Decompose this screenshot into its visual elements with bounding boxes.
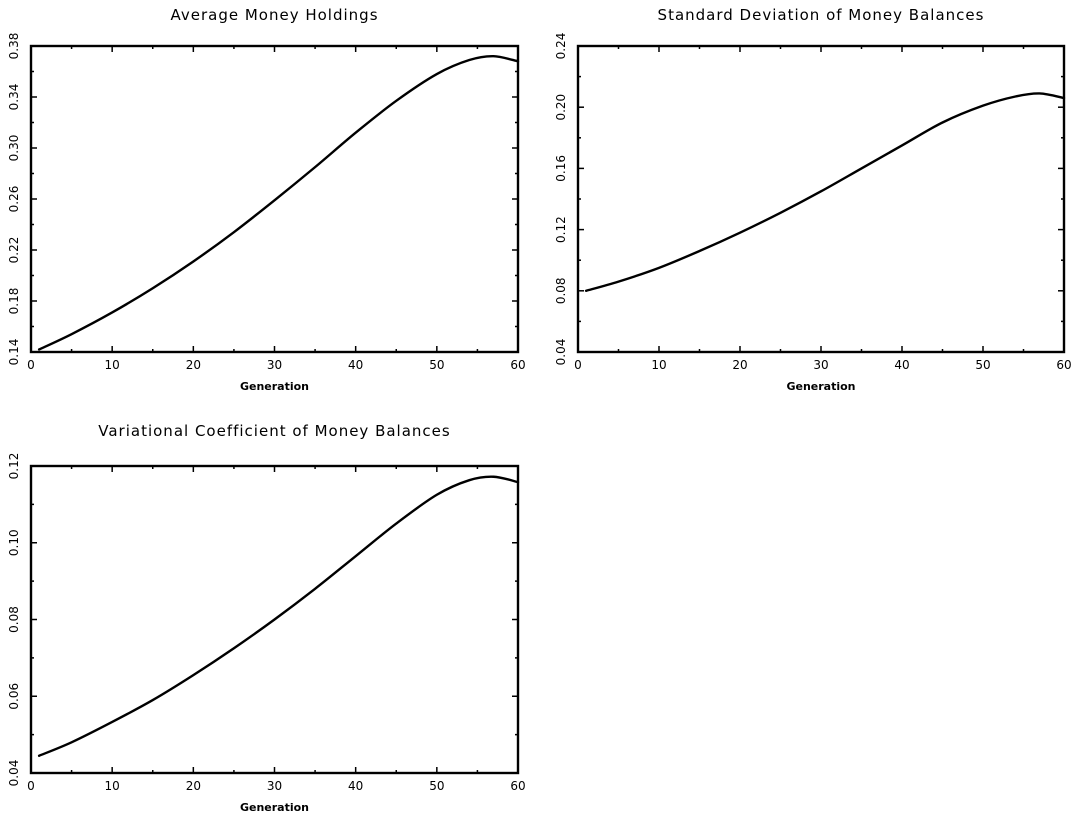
series-line bbox=[37, 475, 520, 757]
x-axis-label: Generation bbox=[786, 380, 855, 393]
x-tick-label: 20 bbox=[186, 358, 201, 372]
y-tick-label: 0.08 bbox=[554, 277, 568, 304]
x-tick-label: 0 bbox=[27, 779, 35, 793]
y-tick-label: 0.22 bbox=[7, 237, 21, 264]
chart-panel-1: Average Money Holdings 0 10 20 30 40 50 60 0.14 0… bbox=[7, 6, 526, 393]
series-line bbox=[37, 54, 520, 351]
x-tick-label: 40 bbox=[348, 779, 363, 793]
x-tick-label: 40 bbox=[894, 358, 909, 372]
y-tick-label: 0.04 bbox=[554, 339, 568, 366]
chart-panel-3: Variational Coefficient of Money Balance… bbox=[7, 422, 526, 814]
x-tick-label: 10 bbox=[105, 358, 120, 372]
y-tick-label: 0.24 bbox=[554, 33, 568, 60]
x-tick-label: 0 bbox=[574, 358, 582, 372]
x-tick-label: 30 bbox=[813, 358, 828, 372]
x-tick-label: 50 bbox=[429, 358, 444, 372]
x-tick-label: 60 bbox=[510, 358, 525, 372]
x-axis-label: Generation bbox=[240, 801, 309, 814]
y-tick-label: 0.12 bbox=[7, 453, 21, 480]
chart-panel-2: Standard Deviation of Money Balances 0 10 2… bbox=[554, 6, 1072, 393]
y-tick-label: 0.38 bbox=[7, 33, 21, 60]
y-tick-label: 0.18 bbox=[7, 288, 21, 315]
y-tick-label: 0.08 bbox=[7, 606, 21, 633]
y-tick-label: 0.20 bbox=[554, 94, 568, 121]
x-tick-label: 10 bbox=[105, 779, 120, 793]
x-tick-label: 30 bbox=[267, 358, 282, 372]
x-tick-label: 20 bbox=[732, 358, 747, 372]
chart-title: Variational Coefficient of Money Balance… bbox=[98, 422, 450, 440]
x-tick-label: 40 bbox=[348, 358, 363, 372]
x-tick-label: 50 bbox=[429, 779, 444, 793]
y-tick-label: 0.14 bbox=[7, 339, 21, 366]
y-tick-label: 0.06 bbox=[7, 683, 21, 710]
y-tick-label: 0.16 bbox=[554, 155, 568, 182]
chart-title: Standard Deviation of Money Balances bbox=[658, 6, 985, 24]
plot-frame bbox=[576, 44, 1066, 354]
x-tick-label: 20 bbox=[186, 779, 201, 793]
x-tick-label: 60 bbox=[1056, 358, 1071, 372]
y-tick-label: 0.04 bbox=[7, 760, 21, 787]
y-tick-label: 0.30 bbox=[7, 135, 21, 162]
y-tick-label: 0.10 bbox=[7, 529, 21, 556]
x-tick-label: 60 bbox=[510, 779, 525, 793]
x-tick-label: 50 bbox=[975, 358, 990, 372]
chart-title: Average Money Holdings bbox=[170, 6, 378, 24]
y-tick-label: 0.34 bbox=[7, 84, 21, 111]
y-tick-label: 0.12 bbox=[554, 216, 568, 243]
x-axis-label: Generation bbox=[240, 380, 309, 393]
x-tick-label: 30 bbox=[267, 779, 282, 793]
x-tick-label: 10 bbox=[651, 358, 666, 372]
x-tick-label: 0 bbox=[27, 358, 35, 372]
series-line bbox=[584, 92, 1066, 292]
y-tick-label: 0.26 bbox=[7, 186, 21, 213]
